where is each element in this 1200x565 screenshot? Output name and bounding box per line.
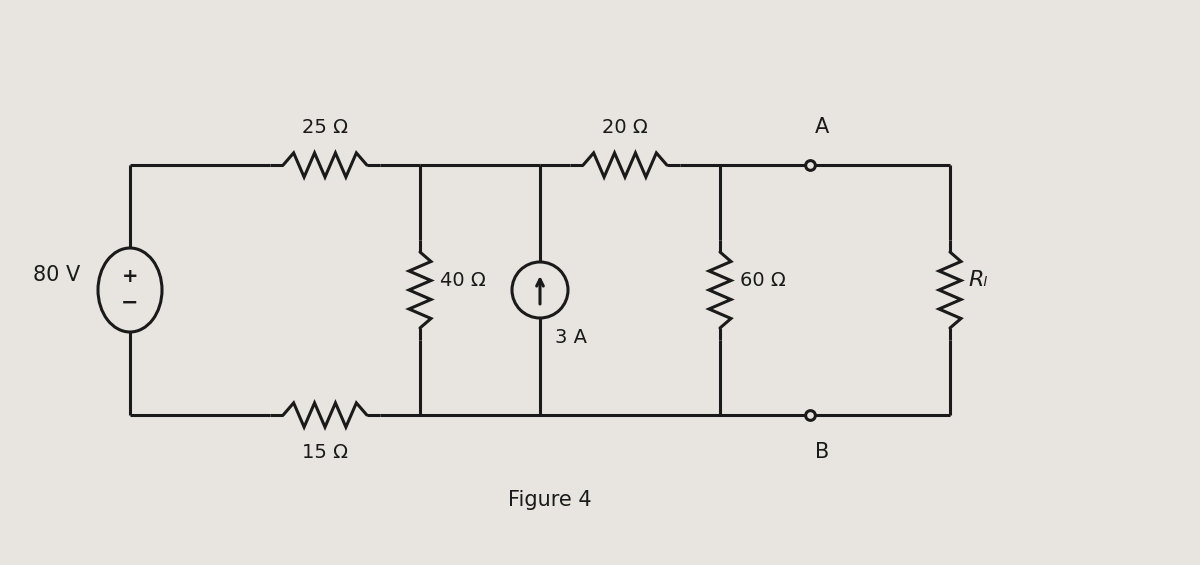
Text: Rₗ: Rₗ [968, 270, 988, 290]
Text: +: + [121, 267, 138, 286]
Text: −: − [121, 293, 139, 313]
Text: A: A [815, 117, 829, 137]
Text: 15 Ω: 15 Ω [302, 443, 348, 462]
Text: 3 A: 3 A [556, 328, 587, 347]
Text: 40 Ω: 40 Ω [440, 271, 486, 289]
Text: 25 Ω: 25 Ω [302, 118, 348, 137]
Text: 20 Ω: 20 Ω [602, 118, 648, 137]
Text: Figure 4: Figure 4 [508, 490, 592, 510]
Text: 60 Ω: 60 Ω [740, 271, 786, 289]
Text: B: B [815, 442, 829, 462]
Text: 80 V: 80 V [32, 265, 80, 285]
